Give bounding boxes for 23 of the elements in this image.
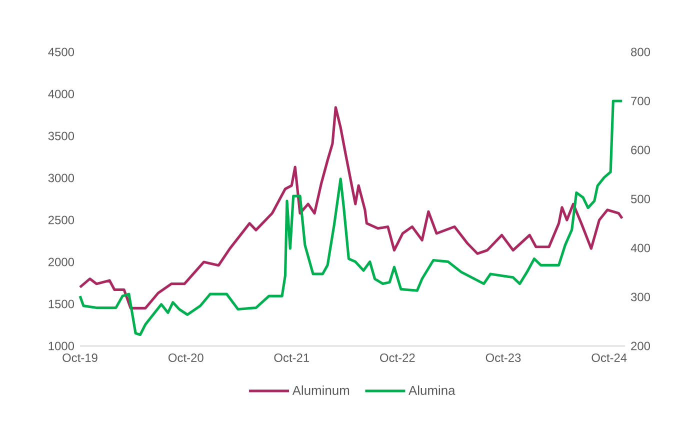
y-tick-label: 1000 bbox=[48, 342, 74, 350]
y2-tick-label: 400 bbox=[630, 244, 650, 252]
y-tick-label: 4000 bbox=[48, 90, 74, 98]
y-tick-label: 4500 bbox=[48, 48, 74, 56]
y-tick-label: 3000 bbox=[48, 174, 74, 182]
y2-tick-label: 600 bbox=[631, 146, 650, 154]
x-tick-label: Oct-24 bbox=[592, 354, 627, 362]
x-tick-label: Oct-20 bbox=[168, 354, 204, 362]
x-tick-label: Oct-21 bbox=[274, 354, 309, 362]
y2-tick-label: 700 bbox=[631, 96, 650, 106]
x-tick-label: Oct-19 bbox=[62, 354, 98, 362]
y2-tick-label: 300 bbox=[630, 292, 650, 302]
x-tick-label: Oct-23 bbox=[486, 354, 521, 362]
y2-tick-label: 800 bbox=[631, 48, 650, 56]
y2-tick-label: 500 bbox=[631, 194, 650, 204]
x-tick-label: Oct-22 bbox=[380, 354, 415, 362]
y-tick-label: 3500 bbox=[48, 132, 74, 140]
y-tick-label: 2500 bbox=[48, 216, 74, 224]
y2-tick-label: 200 bbox=[631, 342, 650, 350]
legend-label: Alumina bbox=[408, 385, 456, 395]
y-tick-label: 2000 bbox=[48, 258, 74, 266]
y-tick-label: 1500 bbox=[48, 300, 74, 308]
legend-label: Aluminum bbox=[292, 385, 350, 395]
